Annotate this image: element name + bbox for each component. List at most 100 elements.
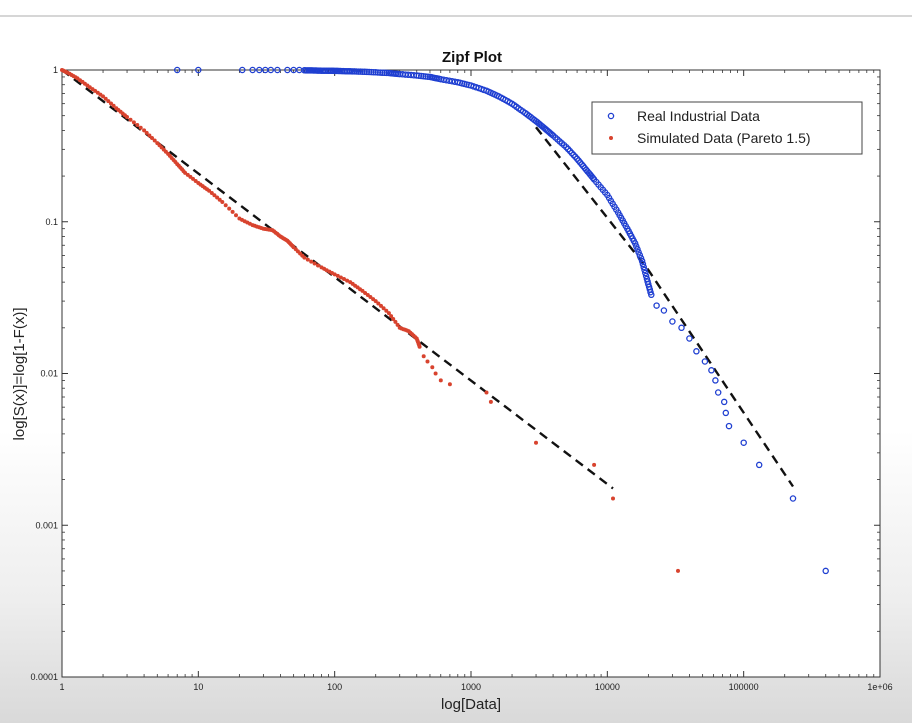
simulated-data-point [122,113,127,118]
simulated-data-point [276,233,281,238]
simulated-data-point [135,123,140,127]
simulated-data-point [259,226,264,230]
series-real-industrial-data [173,66,829,575]
real-data-point [538,122,546,130]
legend-box [591,101,863,155]
x-axis-title: log[Data] [441,696,501,713]
simulated-data-point [433,371,438,376]
real-data-point [660,307,668,314]
simulated-data-point [181,169,186,174]
legend-label-real: Real Industrial Data [637,108,760,124]
simulated-data-point [309,259,314,264]
real-data-point [372,69,379,76]
real-data-point [363,68,371,76]
dashed-fit-line-1 [61,69,614,490]
simulated-data-point [111,103,116,108]
simulated-data-point [234,213,238,218]
real-data-point [641,266,648,274]
real-data-point [376,69,384,76]
simulated-data-point [447,382,452,387]
real-data-point [359,68,366,75]
simulated-data-point [268,227,273,232]
simulated-data-point [393,319,398,324]
real-data-point [256,66,263,74]
simulated-data-point [395,322,400,327]
simulated-data-point [379,303,383,308]
real-data-point [613,206,620,213]
simulated-data-point [152,138,157,143]
simulated-data-point [381,306,386,311]
real-data-point [669,318,676,325]
real-data-point [725,422,733,430]
x-tick-label: 1 [59,682,64,692]
x-axis-ticks: 1 10 100 1000 10000 100000 1e+06 [59,70,893,692]
y-axis-ticks: 1 0.1 0.01 0.001 0.0001 [30,65,880,682]
simulated-data-point [384,308,389,313]
simulated-data-point [73,75,78,80]
simulated-data-point [205,187,209,192]
x-tick-label: 1000 [461,682,481,692]
dashed-fit-line-2 [535,126,794,488]
x-tick-label: 10000 [595,682,620,692]
real-data-point [634,246,641,253]
simulated-data-point [103,96,108,101]
real-data-point [740,439,747,446]
simulated-data-point [98,92,103,97]
real-data-point [693,348,700,355]
simulated-data-point [247,221,252,226]
real-data-point [630,237,638,245]
simulated-data-point [147,133,152,138]
simulated-data-point [312,261,317,266]
real-data-point [415,72,423,79]
real-data-point [417,72,425,80]
simulated-data-point [430,365,435,370]
real-data-point [637,254,645,262]
real-data-point [588,172,595,180]
simulated-data-point [338,275,343,280]
legend-marker-simulated [609,136,613,140]
real-data-point [368,68,375,76]
legend: Real Industrial Data Simulated Data (Par… [591,101,863,155]
real-data-point [239,66,246,74]
series-simulated-data [60,68,680,573]
simulated-data-point [230,209,235,214]
real-data-point [440,76,447,83]
real-data-point [714,389,722,396]
real-data-point [274,66,281,74]
simulated-data-point [484,390,489,395]
simulated-data-point [144,130,149,135]
real-data-point [678,324,685,332]
simulated-data-point [386,311,391,316]
real-data-point [353,68,360,75]
real-data-point [357,68,364,75]
simulated-data-point [109,101,113,106]
x-tick-label: 100 [327,682,342,692]
simulated-data-point [163,149,168,154]
real-data-point [647,288,654,296]
simulated-data-point [220,200,225,204]
real-data-point [284,66,291,74]
real-data-point [424,73,432,80]
real-data-point [422,73,429,80]
simulated-data-point [335,273,340,278]
simulated-data-point [345,278,350,283]
real-data-point [686,335,693,342]
simulated-data-point [389,314,394,319]
simulated-data-point [300,253,305,258]
simulated-data-point [305,257,310,262]
real-data-point [355,68,362,75]
simulated-data-point [316,263,320,268]
real-data-point [365,68,373,76]
simulated-data-point [290,243,295,248]
y-axis-title: log[S(x)]=log[1-F(x)] [11,308,28,441]
simulated-data-point [342,277,346,281]
simulated-data-point [191,176,195,181]
simulated-data-point [358,287,362,292]
simulated-data-point [106,99,111,104]
top-band [0,0,912,16]
plot-area [61,69,881,678]
simulated-data-point [405,328,409,333]
top-divider [0,15,912,17]
x-tick-label: 10 [193,682,203,692]
